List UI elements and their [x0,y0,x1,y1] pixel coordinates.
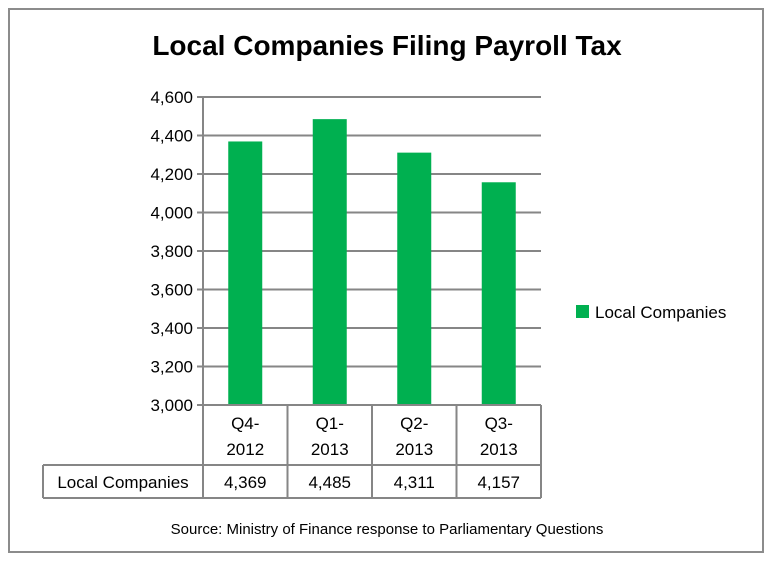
y-tick-label: 4,400 [150,127,193,146]
bar [397,152,432,405]
y-tick-label: 4,000 [150,204,193,223]
x-tick-label: Q1- [316,414,344,433]
table-value: 4,157 [477,473,520,492]
y-tick-label: 3,600 [150,281,193,300]
source-note: Source: Ministry of Finance response to … [170,521,604,538]
x-tick-label: 2013 [395,440,433,459]
y-tick-label: 3,200 [150,358,193,377]
table-row-label: Local Companies [57,473,188,492]
bar [228,141,263,405]
bars [228,119,516,405]
data-table: Q4- 2012 Q1- 2013 Q2- 2013 Q3- 2013 Local Compan… [42,404,542,499]
bar [312,119,347,405]
y-tick-label: 3,000 [150,396,193,415]
x-tick-label: Q2- [400,414,428,433]
table-value: 4,311 [394,473,435,492]
legend: Local Companies [576,303,726,322]
y-axis-ticks: 3,000 3,200 3,400 3,600 3,800 4,000 4,200 4,400… [150,88,193,415]
chart-title: Local Companies Filing Payroll Tax [152,30,622,61]
x-tick-label: 2013 [311,440,349,459]
table-value: 4,485 [308,473,351,492]
y-tick-label: 4,600 [150,88,193,107]
y-tick-label: 3,800 [150,242,193,261]
bar [481,182,516,405]
x-tick-label: Q3- [485,414,513,433]
legend-swatch [576,305,589,318]
table-value: 4,369 [224,473,267,492]
legend-label: Local Companies [595,303,726,322]
chart-frame [8,8,764,553]
y-tick-label: 4,200 [150,165,193,184]
x-tick-label: 2013 [480,440,518,459]
x-tick-label: 2012 [226,440,264,459]
x-tick-label: Q4- [231,414,259,433]
y-tick-label: 3,400 [150,319,193,338]
